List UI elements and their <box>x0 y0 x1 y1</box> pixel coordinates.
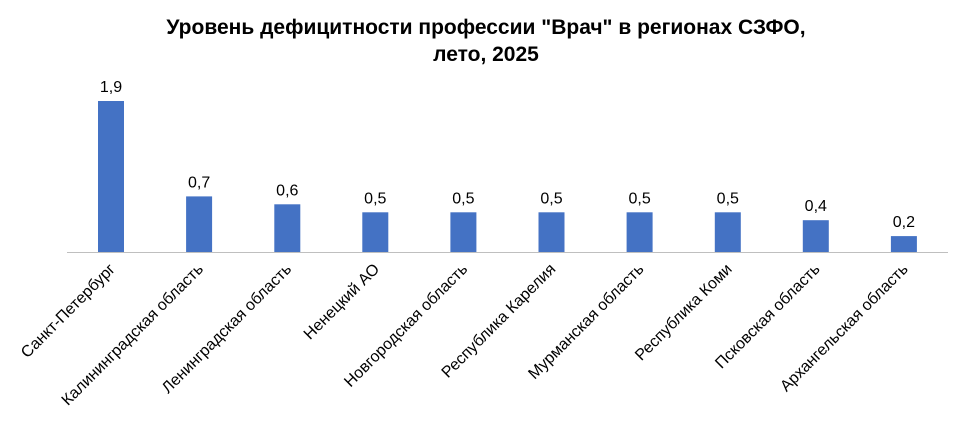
chart-title-line-2: лето, 2025 <box>433 43 539 66</box>
value-label-1: 1,9 <box>100 79 122 96</box>
value-label-6: 0,5 <box>540 190 562 207</box>
category-label-2: Калининградская область <box>59 261 207 409</box>
value-label-8: 0,5 <box>717 190 739 207</box>
value-label-9: 0,4 <box>805 198 827 215</box>
value-label-2: 0,7 <box>188 174 210 191</box>
bar-10 <box>890 236 917 252</box>
category-label-1: Санкт-Петербург <box>18 261 119 362</box>
value-label-7: 0,5 <box>628 190 650 207</box>
bar-1 <box>98 101 124 252</box>
value-label-3: 0,6 <box>276 182 298 199</box>
bar-7 <box>626 212 653 252</box>
bar-5 <box>450 212 477 252</box>
bar-3 <box>274 204 301 252</box>
bar-6 <box>538 212 565 252</box>
value-label-10: 0,2 <box>893 214 915 231</box>
bars-group <box>98 101 917 252</box>
value-label-4: 0,5 <box>364 190 386 207</box>
bar-9 <box>802 220 829 252</box>
bar-2 <box>186 196 213 252</box>
bar-4 <box>362 212 389 252</box>
chart-title: Уровень дефицитности профессии "Врач" в … <box>0 14 972 68</box>
category-label-4: Ненецкий АО <box>301 261 383 343</box>
value-labels-group: 1,9 0,7 0,6 0,5 0,5 0,5 0,5 0,5 0,4 0,2 <box>100 79 915 231</box>
chart-title-line-1: Уровень дефицитности профессии "Врач" в … <box>166 16 806 39</box>
category-label-8: Республика Коми <box>632 261 735 364</box>
bar-8 <box>714 212 741 252</box>
value-label-5: 0,5 <box>452 190 474 207</box>
